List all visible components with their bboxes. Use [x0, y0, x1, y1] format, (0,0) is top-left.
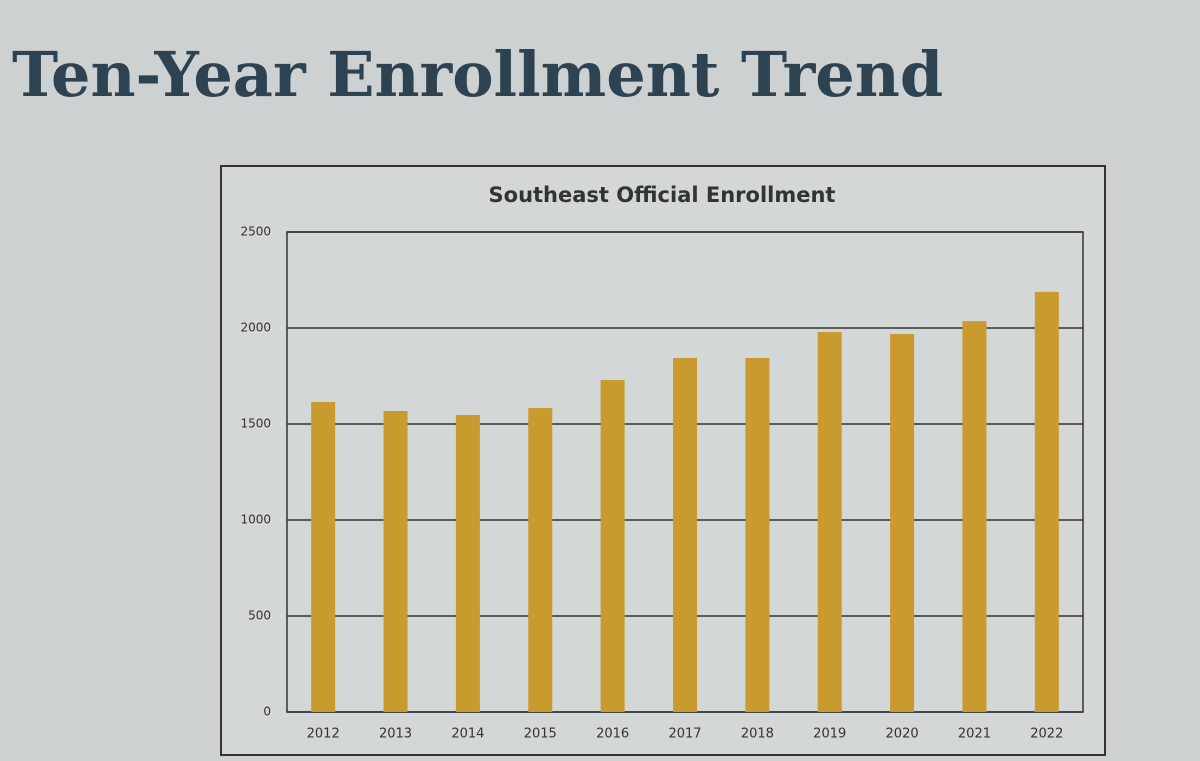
y-tick-label: 500	[248, 609, 271, 623]
bar	[528, 408, 553, 712]
x-tick-label: 2014	[451, 727, 484, 742]
x-tick-label: 2015	[524, 727, 557, 742]
bar	[455, 414, 480, 712]
x-tick-label: 2013	[379, 727, 412, 742]
bar	[817, 332, 842, 712]
x-tick-label: 2019	[813, 727, 846, 742]
y-tick-label: 2500	[240, 225, 271, 239]
slide-title: Ten-Year Enrollment Trend	[12, 38, 944, 111]
chart-title: Southeast Official Enrollment	[489, 183, 836, 207]
x-tick-label: 2022	[1030, 727, 1063, 742]
y-tick-label: 0	[263, 705, 271, 719]
x-tick-label: 2021	[958, 727, 991, 742]
y-tick-label: 2000	[240, 321, 271, 335]
x-tick-label: 2016	[596, 727, 629, 742]
bar	[311, 401, 336, 712]
x-tick-label: 2018	[741, 727, 774, 742]
x-tick-label: 2017	[668, 727, 701, 742]
bar	[890, 333, 915, 712]
bar	[962, 321, 987, 712]
bar	[383, 410, 408, 712]
bar	[745, 357, 770, 712]
bar	[1034, 291, 1059, 712]
chart-frame	[220, 165, 1106, 756]
bar	[600, 380, 625, 712]
y-tick-label: 1500	[240, 417, 271, 431]
bar	[673, 357, 697, 712]
y-tick-label: 1000	[240, 513, 271, 527]
x-tick-label: 2012	[307, 727, 340, 742]
x-tick-label: 2020	[886, 727, 919, 742]
